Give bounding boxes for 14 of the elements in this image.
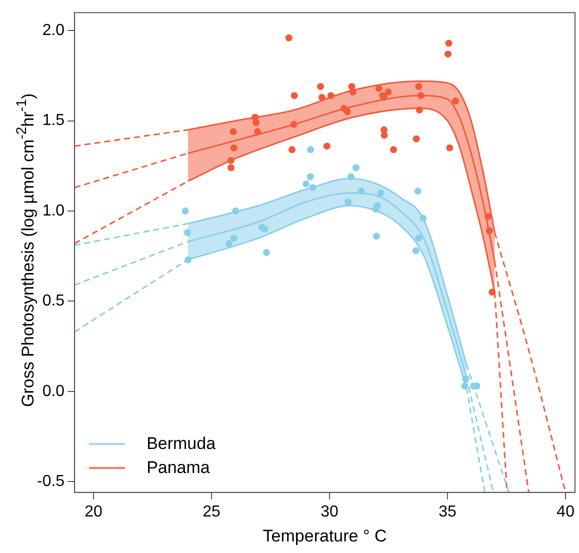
x-tick-label: 35 xyxy=(438,503,457,520)
y-tick-label: 0.5 xyxy=(42,292,65,310)
y-tick-label: 1.0 xyxy=(42,202,65,220)
y-tick-label: 0.0 xyxy=(42,382,65,400)
x-tick-label: 30 xyxy=(320,503,339,520)
legend-label: Bermuda xyxy=(146,434,216,454)
y-tick-label: 2.0 xyxy=(42,22,65,40)
x-tick-label: 40 xyxy=(556,503,575,520)
y-tick-label: -0.5 xyxy=(36,472,65,490)
x-tick-label: 20 xyxy=(84,503,102,520)
x-axis-title: Temperature ° C xyxy=(262,526,387,546)
legend-label: Panama xyxy=(146,458,210,478)
y-tick-label: 1.5 xyxy=(42,112,65,130)
x-tick-label: 25 xyxy=(202,503,220,520)
